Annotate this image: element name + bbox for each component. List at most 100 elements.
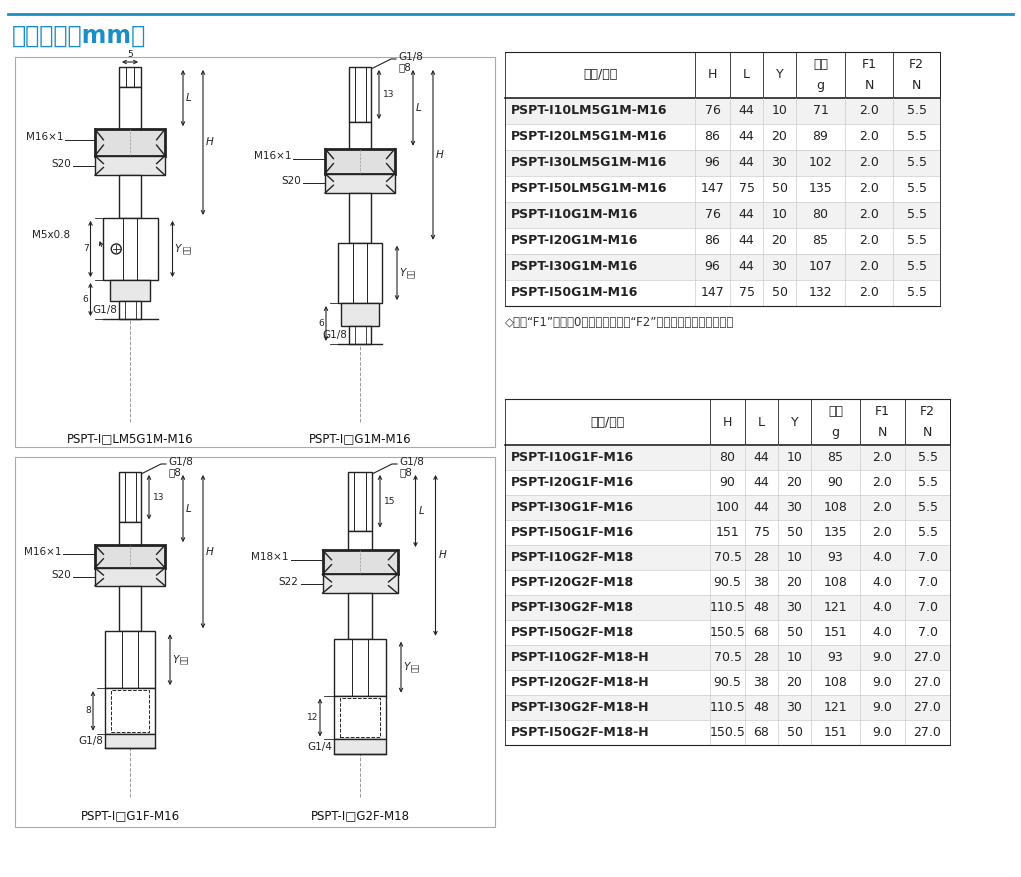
Text: 76: 76 [704,209,721,222]
Text: PSPT-I20G1F-M16: PSPT-I20G1F-M16 [510,476,634,489]
Text: 44: 44 [738,209,755,222]
Text: 2.0: 2.0 [859,131,879,144]
Text: 110.5: 110.5 [710,701,745,714]
Text: N: N [923,425,932,438]
Bar [119,586,141,631]
Bar [334,638,386,695]
Text: 108: 108 [824,676,847,689]
Bar [102,217,157,280]
Text: 深8: 深8 [168,467,181,477]
Text: 108: 108 [824,576,847,589]
Text: 44: 44 [738,260,755,274]
Bar [95,129,165,156]
Text: 38: 38 [753,676,770,689]
Text: 5.5: 5.5 [907,260,926,274]
Bar [505,254,940,280]
Text: 44: 44 [738,104,755,118]
Text: g: g [817,79,825,91]
Text: PSPT-I□LM5G1M-M16: PSPT-I□LM5G1M-M16 [66,432,193,445]
Text: F2: F2 [920,405,935,418]
Bar [110,280,150,302]
Bar [505,470,950,495]
Text: 5.5: 5.5 [918,501,937,514]
Text: 2.0: 2.0 [859,209,879,222]
Text: 80: 80 [720,451,735,464]
Text: PSPT-I20LM5G1M-M16: PSPT-I20LM5G1M-M16 [510,131,668,144]
Text: 7.0: 7.0 [918,601,937,614]
Bar [119,472,141,523]
Text: G1/8: G1/8 [168,457,193,467]
Bar [95,156,165,175]
Bar [505,280,940,306]
Text: S20: S20 [51,159,71,168]
Text: PSPT-I10LM5G1M-M16: PSPT-I10LM5G1M-M16 [510,104,668,118]
Text: Y: Y [403,662,409,672]
Text: H: H [206,546,213,557]
Text: Y: Y [790,416,798,429]
Text: 150.5: 150.5 [710,726,745,739]
Text: 7.0: 7.0 [918,576,937,589]
Text: N: N [865,79,874,91]
Text: 93: 93 [828,551,843,564]
Text: L: L [416,103,422,113]
Text: 85: 85 [813,234,828,247]
Bar [349,326,371,344]
Text: 93: 93 [828,651,843,664]
Text: 9.0: 9.0 [873,651,892,664]
Bar [505,670,950,695]
Text: PSPT-I50G2F-M18-H: PSPT-I50G2F-M18-H [510,726,649,739]
Text: S22: S22 [279,577,298,587]
Text: 38: 38 [753,576,770,589]
Text: Y: Y [172,655,179,665]
Text: 27.0: 27.0 [914,651,941,664]
Text: 型号/尺寸: 型号/尺寸 [590,416,625,429]
Bar [505,520,950,545]
Bar [348,531,372,550]
Text: 147: 147 [700,287,724,300]
Text: 96: 96 [704,156,721,169]
Text: 20: 20 [772,131,787,144]
Text: L: L [186,93,192,103]
Bar [349,193,371,243]
Text: 90.5: 90.5 [714,576,741,589]
Text: 9.0: 9.0 [873,726,892,739]
Text: L: L [419,506,425,516]
Text: G1/4: G1/4 [307,742,332,752]
Text: M16×1: M16×1 [253,151,291,161]
Text: 4.0: 4.0 [873,576,892,589]
Text: 2.0: 2.0 [873,476,892,489]
Text: 10: 10 [786,651,803,664]
Text: H: H [723,416,732,429]
Text: 100: 100 [716,501,739,514]
Bar [505,720,950,745]
Text: g: g [831,425,839,438]
Text: 10: 10 [786,451,803,464]
Text: PSPT-I30G1F-M16: PSPT-I30G1F-M16 [510,501,634,514]
Text: 10: 10 [772,104,787,118]
Bar [338,243,382,303]
Text: 10: 10 [772,209,787,222]
Text: 70.5: 70.5 [714,651,741,664]
Text: 30: 30 [772,260,787,274]
Text: 5: 5 [128,50,133,59]
Text: Y: Y [399,267,405,278]
Bar [341,303,379,326]
Text: 15: 15 [384,496,395,506]
Text: G1/8: G1/8 [79,736,103,746]
Text: N: N [878,425,887,438]
Bar [111,690,149,731]
Bar [119,523,141,545]
Text: 2.0: 2.0 [873,451,892,464]
Text: 7: 7 [83,245,89,253]
Text: 单重: 单重 [828,405,843,418]
Text: PSPT-I□G1F-M16: PSPT-I□G1F-M16 [81,809,180,822]
Text: 2.0: 2.0 [859,104,879,118]
Text: 151: 151 [824,626,847,639]
Text: PSPT-I□G1M-M16: PSPT-I□G1M-M16 [308,432,411,445]
Text: 20: 20 [772,234,787,247]
Text: 5.5: 5.5 [918,526,937,539]
Text: 5.5: 5.5 [918,476,937,489]
Bar [15,457,495,827]
Text: L: L [758,416,765,429]
Text: 75: 75 [753,526,770,539]
